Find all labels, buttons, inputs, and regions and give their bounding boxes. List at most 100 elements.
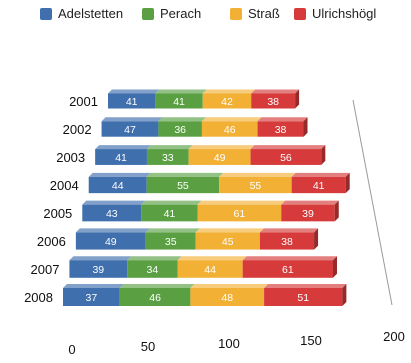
bar-segment-top xyxy=(281,200,339,205)
legend-label: Adelstetten xyxy=(58,6,124,21)
data-label: 38 xyxy=(281,236,293,248)
category-label: 2008 xyxy=(24,290,53,305)
bar-segment xyxy=(95,149,147,165)
bar-segment-top xyxy=(63,284,124,288)
legend-swatch xyxy=(40,7,52,20)
bar-segment-top xyxy=(69,256,132,261)
bar-end-cap xyxy=(332,256,337,278)
bar-end-cap xyxy=(321,145,326,165)
bar-segment-top xyxy=(259,228,319,233)
bar-segment-top xyxy=(75,228,150,233)
bar-segment-top xyxy=(195,228,264,233)
bar-segment-top xyxy=(201,117,262,122)
bar-segment xyxy=(250,149,322,165)
category-label: 2001 xyxy=(69,94,98,109)
bar-end-cap xyxy=(314,228,319,250)
data-label: 36 xyxy=(174,124,186,136)
bar-segment xyxy=(108,93,156,109)
data-label: 35 xyxy=(165,236,177,248)
bar-segment xyxy=(251,93,296,109)
data-label: 56 xyxy=(280,152,292,164)
bar-segment-top xyxy=(82,200,146,205)
legend-item: Adelstetten xyxy=(40,6,123,21)
x-tick-label: 150 xyxy=(300,333,322,348)
data-label: 38 xyxy=(267,96,279,108)
bar-segment xyxy=(119,288,191,306)
bar-segment-top xyxy=(202,89,256,94)
data-label: 41 xyxy=(164,208,176,220)
data-label: 41 xyxy=(126,96,138,108)
bar-segment-top xyxy=(291,172,350,177)
data-label: 48 xyxy=(221,292,233,304)
bar-segment xyxy=(188,149,251,165)
category-label: 2005 xyxy=(43,206,72,221)
bar-segment xyxy=(201,121,258,137)
bar-segment-top xyxy=(145,228,200,233)
bar-segment-top xyxy=(264,284,347,288)
bar-segment-top xyxy=(190,284,269,288)
bar-segment xyxy=(291,176,346,194)
legend-swatch xyxy=(230,7,242,20)
legend-label: Perach xyxy=(160,6,202,21)
bar-segment-top xyxy=(177,256,247,261)
bar-segment-top xyxy=(101,117,163,122)
bar-segment-top xyxy=(108,89,160,94)
bar-segment xyxy=(127,260,178,278)
data-label: 33 xyxy=(162,152,174,164)
bar-segment xyxy=(281,204,335,222)
bar-segment xyxy=(242,260,333,278)
bar-segment-top xyxy=(95,145,151,150)
bar-segment-top xyxy=(158,117,206,122)
bar-segment xyxy=(195,232,260,250)
x-tick-label: 0 xyxy=(68,342,75,357)
bar-segment-top xyxy=(141,200,202,205)
data-label: 42 xyxy=(221,96,233,108)
data-label: 46 xyxy=(224,124,236,136)
bar-segment-top xyxy=(146,172,224,177)
category-label: 2003 xyxy=(56,150,85,165)
data-label: 41 xyxy=(313,180,325,192)
legend-swatch xyxy=(294,7,306,20)
bar-segment-top xyxy=(119,284,195,288)
data-label: 47 xyxy=(124,124,136,136)
bar-segment xyxy=(82,204,142,222)
legend-swatch xyxy=(142,7,154,20)
data-label: 51 xyxy=(297,292,309,304)
bar-end-cap xyxy=(303,117,308,137)
data-label: 45 xyxy=(222,236,234,248)
bar-segment xyxy=(155,93,203,109)
bar-segment xyxy=(75,232,146,250)
bar-segment xyxy=(202,93,252,109)
bar-segment xyxy=(69,260,128,278)
data-label: 46 xyxy=(149,292,161,304)
data-label: 49 xyxy=(105,236,117,248)
bar-segment xyxy=(158,121,202,137)
data-label: 44 xyxy=(112,180,124,192)
legend-item: Ulrichshögl xyxy=(294,6,376,21)
bar-end-cap xyxy=(295,89,300,109)
bar-segment-top xyxy=(188,145,255,150)
data-label: 39 xyxy=(92,264,104,276)
data-label: 61 xyxy=(282,264,294,276)
bar-segment-top xyxy=(242,256,337,261)
x-tick-label: 200 xyxy=(383,329,405,344)
data-label: 37 xyxy=(86,292,98,304)
bar-segment-top xyxy=(127,256,182,261)
bar-segment xyxy=(145,232,196,250)
legend-label: Ulrichshögl xyxy=(312,6,377,21)
bar-segment xyxy=(264,288,343,306)
bar-segment xyxy=(259,232,315,250)
axis-line xyxy=(352,99,393,306)
bar-segment-top xyxy=(250,145,326,150)
data-label: 44 xyxy=(204,264,216,276)
data-label: 41 xyxy=(173,96,185,108)
bar-segment xyxy=(257,121,304,137)
bar-segment xyxy=(141,204,198,222)
x-tick-label: 100 xyxy=(218,336,240,351)
data-label: 49 xyxy=(214,152,226,164)
legend: Adelstetten Perach Straß Ulrichshögl xyxy=(0,6,411,30)
bar-end-cap xyxy=(334,200,339,222)
bar-segment xyxy=(88,176,147,194)
